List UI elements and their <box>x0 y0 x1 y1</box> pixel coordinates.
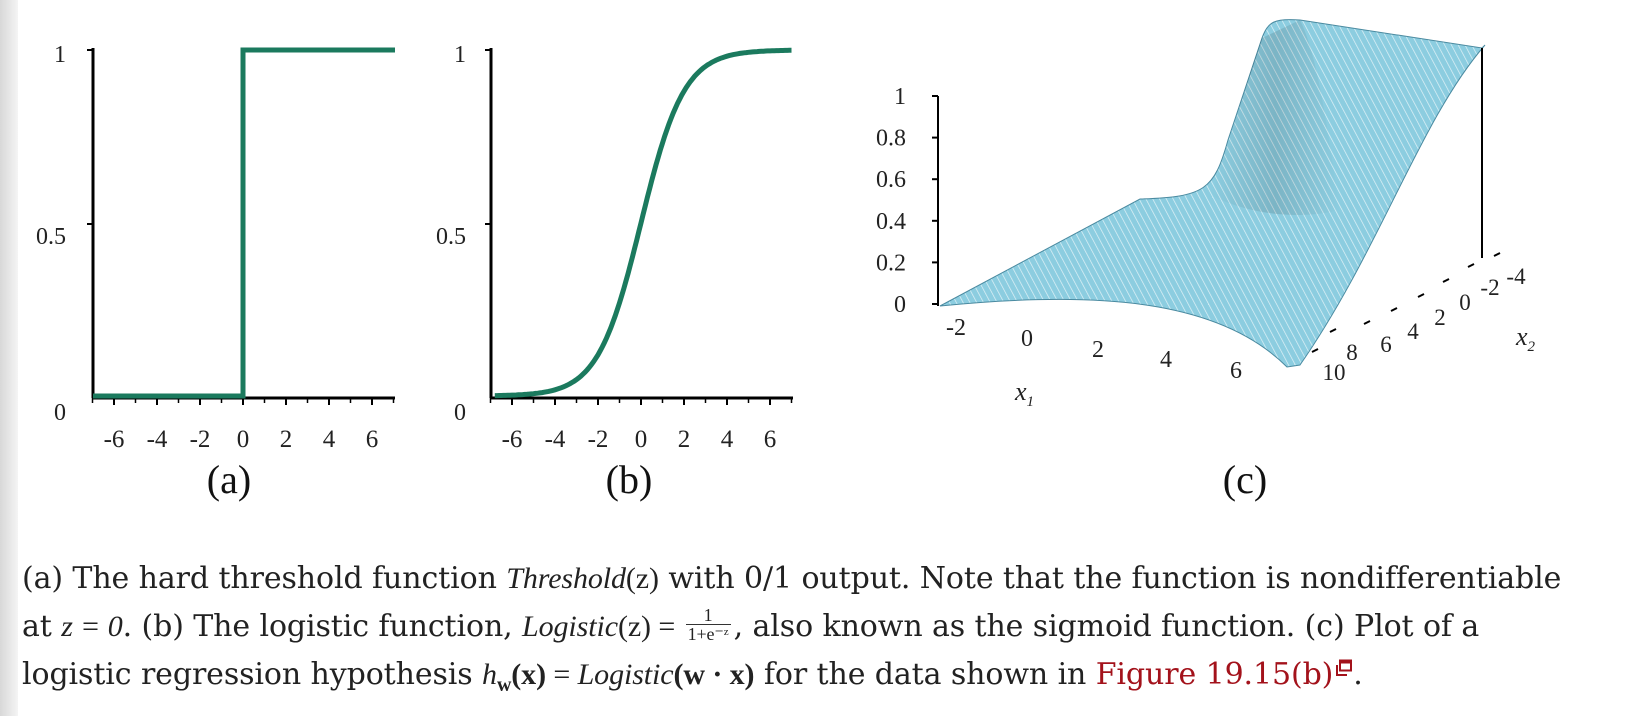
panel-b-logistic-plot: 1 0.5 0 -6 -4 -2 0 2 4 6 (b) <box>436 42 793 502</box>
caption-text: , also known as the sigmoid function. (c… <box>734 609 1480 644</box>
panel-c-x2-tick: 2 <box>1434 305 1446 330</box>
panel-b-ytick-0.5: 0.5 <box>436 224 466 250</box>
math-h-subscript-w: w <box>497 674 511 696</box>
panel-c-x2-tick: 4 <box>1407 319 1419 344</box>
panel-c-ztick-label: 0.6 <box>876 167 906 193</box>
panel-a-xtick-label: -6 <box>104 426 125 453</box>
panel-c-x2-tick-mark <box>1443 279 1449 282</box>
caption-text: . <box>1353 657 1362 692</box>
math-fraction: 1 1+e⁻ᶻ <box>686 606 731 643</box>
caption-text: at <box>22 609 61 644</box>
panel-b-xtick-label: 4 <box>721 426 734 453</box>
panel-a-threshold-curve <box>93 50 395 396</box>
panel-c-ztick-label: 0 <box>894 292 906 318</box>
external-link-icon[interactable] <box>1335 659 1353 677</box>
caption-line-1: (a) The hard threshold function Threshol… <box>22 555 1622 603</box>
panel-b-xtick-label: -2 <box>588 426 609 453</box>
math-equals: = <box>651 610 683 643</box>
caption-text: (a) The hard threshold function <box>22 561 506 596</box>
panel-b-ytick-0: 0 <box>454 400 466 426</box>
math-arg-z: (z) <box>618 610 651 643</box>
panel-b-ytick-1: 1 <box>454 42 466 68</box>
panel-b-label: (b) <box>606 457 653 502</box>
caption-line-2: at z = 0. (b) The logistic function, Log… <box>22 603 1622 651</box>
panel-c-x1-tick: 6 <box>1230 358 1242 384</box>
panel-c-x2-tick: 8 <box>1346 340 1358 365</box>
panel-a-xtick-label: 6 <box>366 426 379 453</box>
math-logistic: Logistic <box>522 610 618 643</box>
panel-a-xtick-label: -4 <box>147 426 168 453</box>
panel-c-x2-tick-mark <box>1312 349 1318 352</box>
panel-b-logistic-curve <box>495 50 792 395</box>
caption-text: with 0/1 output. Note that the function … <box>659 561 1561 596</box>
panel-c-x2-tick-mark <box>1494 253 1500 256</box>
panel-c-ztick-label: 0.4 <box>876 209 906 235</box>
panel-a-ytick-0.5: 0.5 <box>36 224 66 250</box>
fraction-numerator: 1 <box>686 606 731 625</box>
figure-19-15b-link[interactable]: Figure 19.15(b) <box>1096 657 1334 692</box>
panel-a-ytick-0: 0 <box>54 400 66 426</box>
panel-c-x2-tick: 6 <box>1380 332 1392 357</box>
panel-c-x2-tick: -4 <box>1506 264 1526 289</box>
math-h: h <box>482 658 497 691</box>
panel-c-x1-tick: 0 <box>1021 326 1033 352</box>
panel-c-x1-label: x1 <box>1014 377 1034 410</box>
panel-c-x2-tick: 10 <box>1323 360 1346 385</box>
math-equals: = <box>546 658 578 691</box>
math-w-dot-x: (w · x) <box>673 658 754 691</box>
panel-c-x1-tick: -2 <box>946 315 966 341</box>
panel-c-x2-tick-mark <box>1468 264 1474 267</box>
panel-a-xtick-label: 4 <box>323 426 336 453</box>
panel-c-x2-label: x2 <box>1515 322 1536 355</box>
panel-a-xtick-label: 0 <box>237 426 250 453</box>
caption-text: logistic regression hypothesis <box>22 657 482 692</box>
panel-c-label: (c) <box>1223 457 1267 502</box>
math-bold-x: (x) <box>511 658 546 691</box>
panel-b-xtick-label: -6 <box>502 426 523 453</box>
panel-a-xtick-label: 2 <box>280 426 293 453</box>
panel-c-x2-tick-mark <box>1391 308 1397 311</box>
panel-c-x2-tick-mark <box>1364 321 1370 324</box>
panel-c-x2-tick-mark <box>1418 294 1424 297</box>
panel-b-xtick-label: -4 <box>545 426 566 453</box>
panel-c-x1-tick: 4 <box>1160 347 1172 373</box>
figure-caption: (a) The hard threshold function Threshol… <box>22 555 1622 699</box>
math-arg-z: (z) <box>626 562 659 595</box>
caption-text: for the data shown in <box>754 657 1095 692</box>
panel-c-x2-tick-mark <box>1330 329 1336 332</box>
panel-c-ztick-label: 0.8 <box>876 126 906 152</box>
figure-plots: 1 0.5 0 -6 -4 -2 0 2 4 6 (a) 1 0.5 0 -6 -4 -2 0 2 4… <box>0 0 1636 540</box>
panel-b-xtick-label: 2 <box>678 426 691 453</box>
panel-c-ztick-label: 1 <box>894 84 906 110</box>
panel-a-ytick-1: 1 <box>54 42 66 68</box>
caption-line-3: logistic regression hypothesis hw(x) = L… <box>22 651 1622 699</box>
caption-text: . (b) The logistic function, <box>123 609 522 644</box>
math-threshold: Threshold <box>506 562 626 595</box>
panel-c-ztick-label: 0.2 <box>876 250 906 276</box>
panel-c-x2-tick: -2 <box>1480 275 1499 300</box>
panel-c-x2-tick: 0 <box>1459 290 1471 315</box>
math-z-equals-zero: z = 0 <box>61 610 122 643</box>
panel-a-threshold-plot: 1 0.5 0 -6 -4 -2 0 2 4 6 (a) <box>36 42 395 502</box>
panel-a-xtick-label: -2 <box>190 426 211 453</box>
math-logistic: Logistic <box>578 658 674 691</box>
panel-c-x1-tick: 2 <box>1092 337 1104 363</box>
panel-b-xtick-label: 0 <box>635 426 648 453</box>
panel-a-label: (a) <box>207 457 251 502</box>
fraction-denominator: 1+e⁻ᶻ <box>686 625 731 643</box>
panel-b-xtick-label: 6 <box>764 426 777 453</box>
